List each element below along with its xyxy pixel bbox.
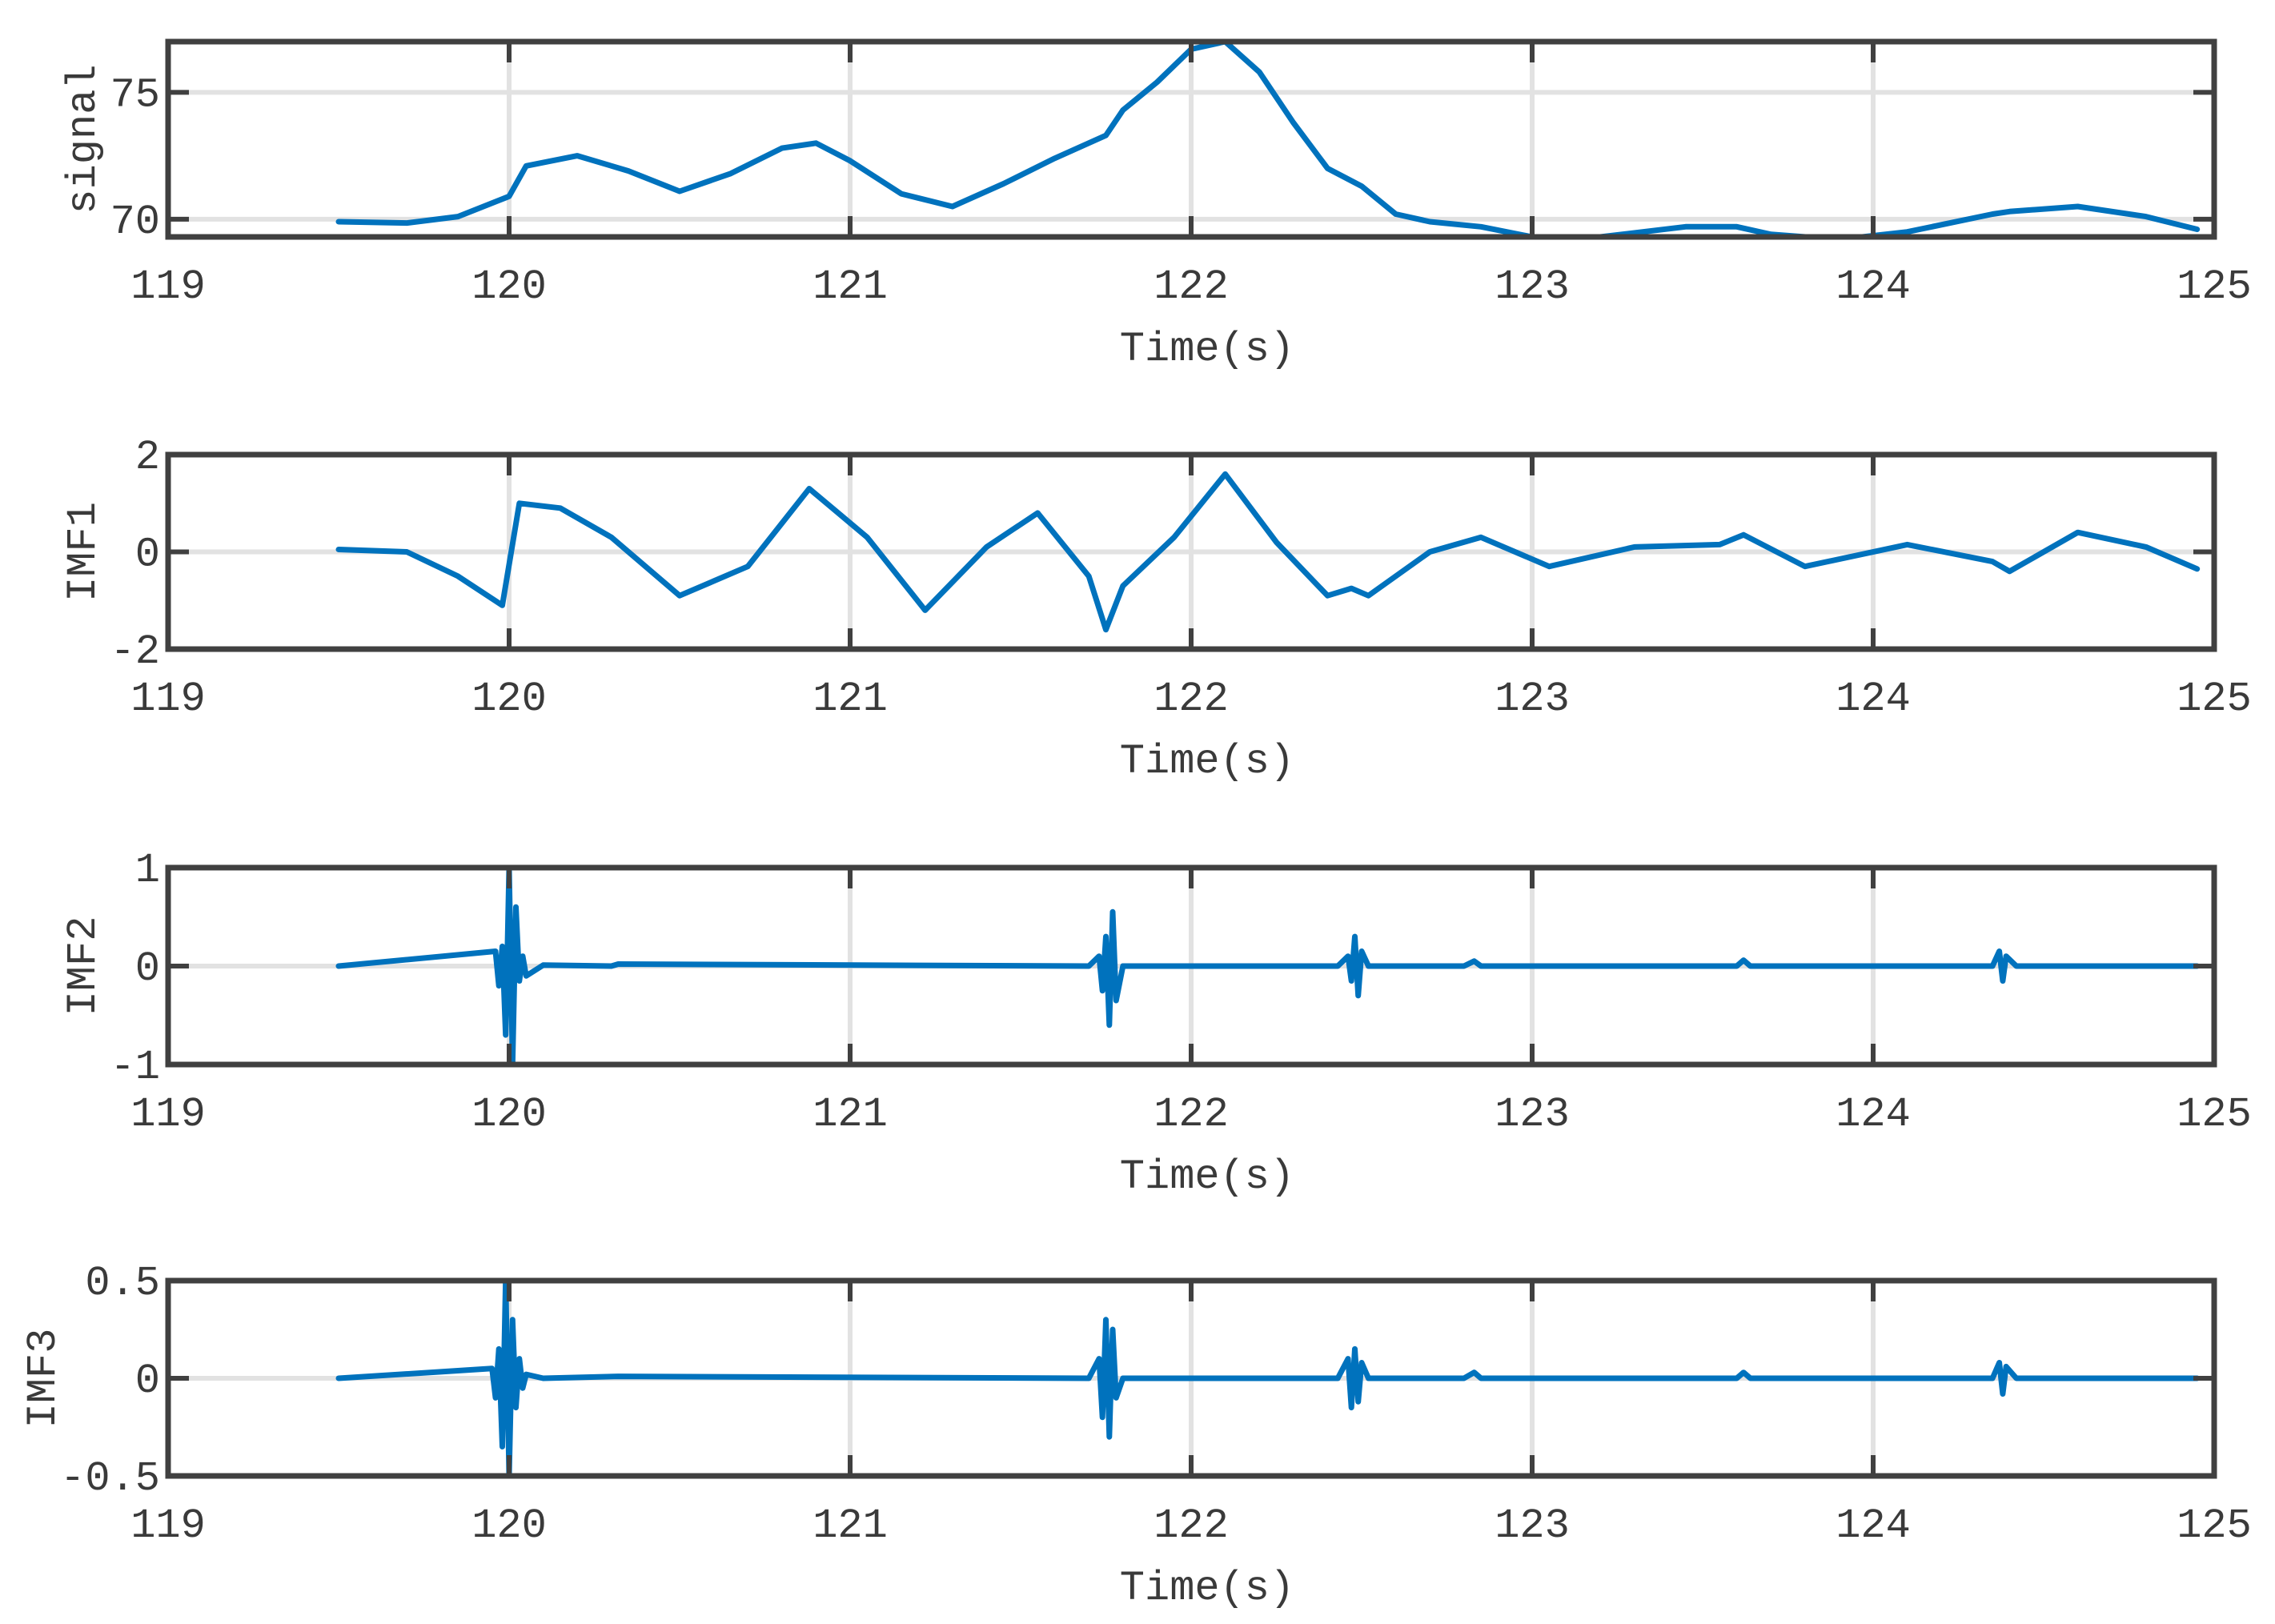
x-tick-label: 124 <box>1836 1502 1911 1550</box>
series-line-1 <box>335 42 2201 237</box>
x-tick-label: 119 <box>130 676 206 723</box>
x-tick-label: 122 <box>1154 1091 1229 1138</box>
subplot-4: 119 120 121 122 123 124 125 -0.5 0 0.5 Time(s) IMF3 <box>20 1260 2252 1612</box>
y-tick-label: 70 <box>110 198 160 246</box>
x-tick-label: 120 <box>471 1091 547 1138</box>
y-tick-label: 0 <box>135 1357 160 1405</box>
y-tick-label: 0 <box>135 531 160 579</box>
x-tick-label: 122 <box>1154 1502 1229 1550</box>
x-tick-label: 122 <box>1154 676 1229 723</box>
y-tick-label: -1 <box>110 1044 160 1091</box>
x-tick-label: 124 <box>1836 676 1911 723</box>
y-axis-label: IMF3 <box>20 1329 67 1429</box>
subplot-2: 119 120 121 122 123 124 125 -2 0 2 Time(s) IMF1 <box>60 434 2252 785</box>
x-tick-label: 124 <box>1836 1091 1911 1138</box>
x-tick-label: 121 <box>812 1091 888 1138</box>
x-tick-label: 125 <box>2177 263 2252 311</box>
x-tick-label: 121 <box>812 1502 888 1550</box>
y-axis-label: IMF1 <box>60 502 107 602</box>
x-tick-label: 125 <box>2177 676 2252 723</box>
y-tick-label: -2 <box>110 628 160 676</box>
subplot-1: 119 120 121 122 123 124 125 70 75 Time(s) signal <box>60 38 2252 373</box>
y-tick-label: 0.5 <box>85 1260 160 1307</box>
y-tick-label: -0.5 <box>60 1455 160 1502</box>
subplot-3: 119 120 121 122 123 124 125 -1 0 1 Time(s) IMF2 <box>60 847 2252 1201</box>
x-tick-label: 122 <box>1154 263 1229 311</box>
y-tick-label: 1 <box>135 847 160 894</box>
y-tick-label: 0 <box>135 945 160 992</box>
x-tick-label: 120 <box>471 676 547 723</box>
x-tick-label: 123 <box>1495 1502 1570 1550</box>
x-axis-label: Time(s) <box>1120 1153 1294 1201</box>
y-axis-label: signal <box>60 64 107 214</box>
y-tick-label: 75 <box>110 71 160 118</box>
x-axis-label: Time(s) <box>1120 738 1294 785</box>
x-axis-label: Time(s) <box>1120 326 1294 373</box>
x-tick-label: 123 <box>1495 1091 1570 1138</box>
x-tick-label: 119 <box>130 263 206 311</box>
x-tick-label: 119 <box>130 1502 206 1550</box>
series-line-3 <box>335 868 2201 1065</box>
x-tick-label: 120 <box>471 263 547 311</box>
y-axis-label: IMF2 <box>60 916 107 1017</box>
y-tick-label: 2 <box>135 434 160 481</box>
x-tick-label: 121 <box>812 263 888 311</box>
x-tick-label: 121 <box>812 676 888 723</box>
x-axis-label: Time(s) <box>1120 1565 1294 1612</box>
series-line-2 <box>335 471 2201 633</box>
x-tick-label: 124 <box>1836 263 1911 311</box>
x-tick-label: 119 <box>130 1091 206 1138</box>
x-tick-label: 123 <box>1495 676 1570 723</box>
x-tick-label: 123 <box>1495 263 1570 311</box>
x-tick-label: 120 <box>471 1502 547 1550</box>
x-tick-label: 125 <box>2177 1502 2252 1550</box>
series-line-4 <box>335 1281 2201 1476</box>
x-tick-label: 125 <box>2177 1091 2252 1138</box>
